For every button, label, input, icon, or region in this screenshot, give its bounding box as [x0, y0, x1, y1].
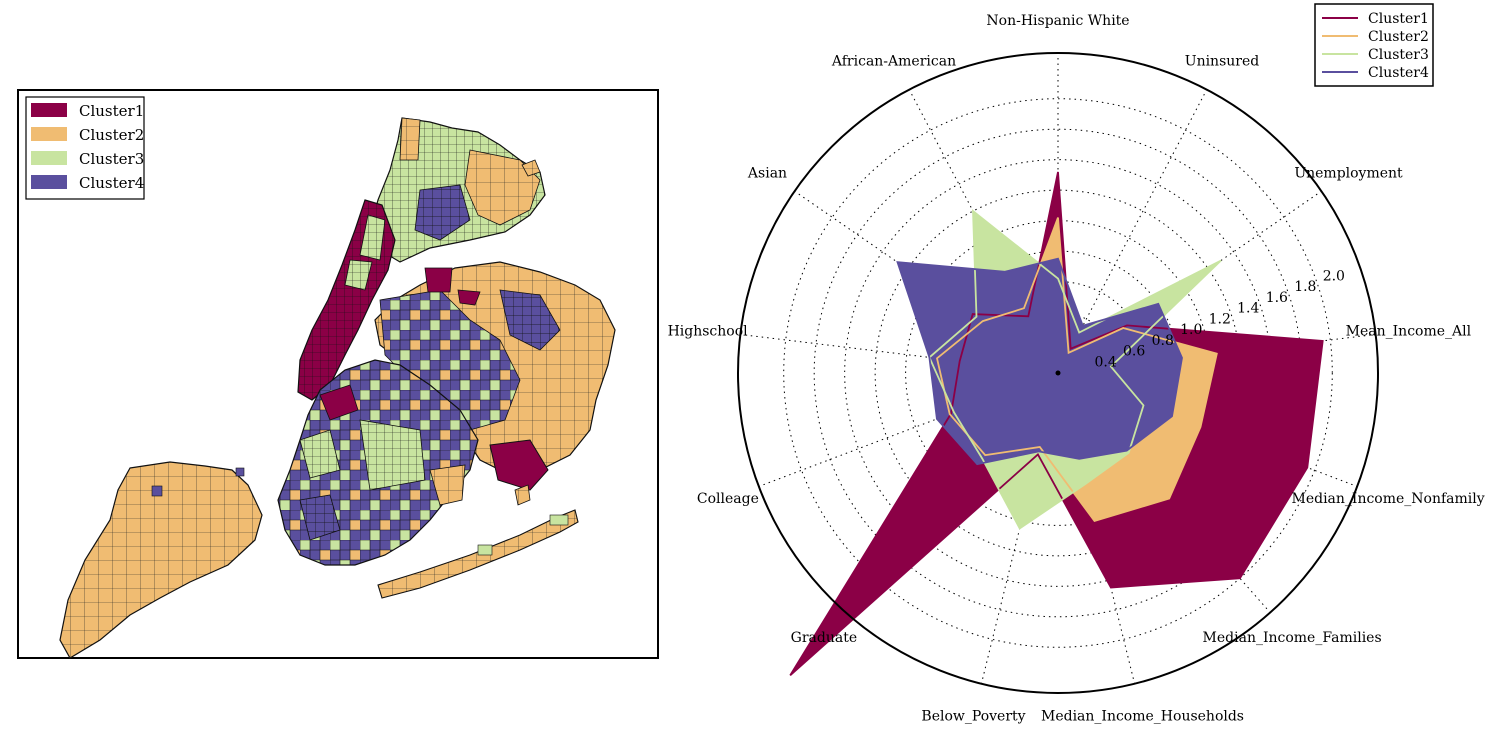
- radar-tick-label-0: 0.4: [1095, 354, 1117, 370]
- radar-tick-label-4: 1.2: [1209, 311, 1231, 327]
- radar-axis-label-4: Median_Income_Nonfamily: [1292, 491, 1485, 507]
- radar-radial-tick-labels: 0.4 0.6 0.8 1.0 1.2 1.4 1.6 1.8 2.0: [1095, 268, 1345, 370]
- radar-area-cluster4: [897, 258, 1182, 465]
- radar-spoke-9: [758, 372, 1059, 487]
- radar-axis-label-8: Graduate: [791, 630, 857, 646]
- radar-axis-label-10: Highschool: [668, 324, 749, 340]
- map-panel: Cluster1 Cluster2 Cluster3 Cluster4: [17, 89, 659, 659]
- radar-axis-label-12: African-American: [831, 53, 956, 69]
- radar-center-dot: [1055, 370, 1061, 376]
- radar-legend: Cluster1 Cluster2 Cluster3 Cluster4: [1314, 3, 1434, 87]
- map-staten-island: [59, 461, 263, 659]
- radar-axis-label-2: Unemployment: [1294, 166, 1403, 182]
- map-legend-label-cluster1: Cluster1: [79, 102, 144, 120]
- radar-spoke-10: [740, 333, 1059, 374]
- radar-legend-label-cluster4: Cluster4: [1368, 65, 1429, 81]
- map-legend-swatch-cluster3: [31, 151, 67, 165]
- radar-axis-label-6: Median_Income_Households: [1041, 709, 1244, 725]
- radar-legend-label-cluster3: Cluster3: [1368, 47, 1429, 63]
- radar-axis-label-11: Asian: [747, 166, 787, 182]
- radar-axis-label-9: Colleage: [697, 491, 759, 507]
- map-legend-swatch-cluster1: [31, 103, 67, 117]
- radar-axis-label-5: Median_Income_Families: [1203, 630, 1382, 646]
- map-legend-label-cluster2: Cluster2: [79, 126, 144, 144]
- radar-legend-label-cluster2: Cluster2: [1368, 29, 1429, 45]
- radar-outline-cluster3: [928, 209, 1222, 530]
- radar-axis-labels: Non-Hispanic White Uninsured Unemployment M…: [668, 13, 1485, 725]
- radar-tick-label-5: 1.4: [1237, 301, 1259, 317]
- radar-chart: 0.4 0.6 0.8 1.0 1.2 1.4 1.6 1.8 2.0 Non-Hispanic…: [668, 3, 1485, 725]
- map-legend-label-cluster3: Cluster3: [79, 150, 144, 168]
- radar-tick-label-8: 2.0: [1323, 268, 1345, 284]
- map-legend-label-cluster4: Cluster4: [79, 174, 144, 192]
- radar-spoke-1: [1057, 89, 1208, 374]
- radar-axis-label-7: Below_Poverty: [921, 709, 1025, 725]
- radar-tick-label-6: 1.6: [1266, 290, 1288, 306]
- radar-legend-label-cluster1: Cluster1: [1368, 11, 1429, 27]
- radar-outline-cluster2: [935, 217, 1218, 523]
- map-legend: Cluster1 Cluster2 Cluster3 Cluster4: [25, 96, 145, 200]
- radar-axis-label-0: Non-Hispanic White: [986, 13, 1129, 29]
- radar-axis-label-3: Mean_Income_All: [1346, 324, 1472, 340]
- map-legend-swatch-cluster4: [31, 175, 67, 189]
- radar-series-group: [789, 171, 1324, 676]
- radar-tick-label-2: 0.8: [1152, 333, 1174, 349]
- radar-tick-label-1: 0.6: [1123, 344, 1145, 360]
- map-legend-swatch-cluster2: [31, 127, 67, 141]
- radar-tick-label-3: 1.0: [1180, 322, 1202, 338]
- radar-tick-label-7: 1.8: [1294, 279, 1316, 295]
- radar-outline-cluster4: [896, 257, 1183, 466]
- radar-axis-label-1: Uninsured: [1185, 53, 1259, 69]
- radar-grid-ring-8: [783, 98, 1333, 648]
- radar-outer-circle: [737, 52, 1379, 694]
